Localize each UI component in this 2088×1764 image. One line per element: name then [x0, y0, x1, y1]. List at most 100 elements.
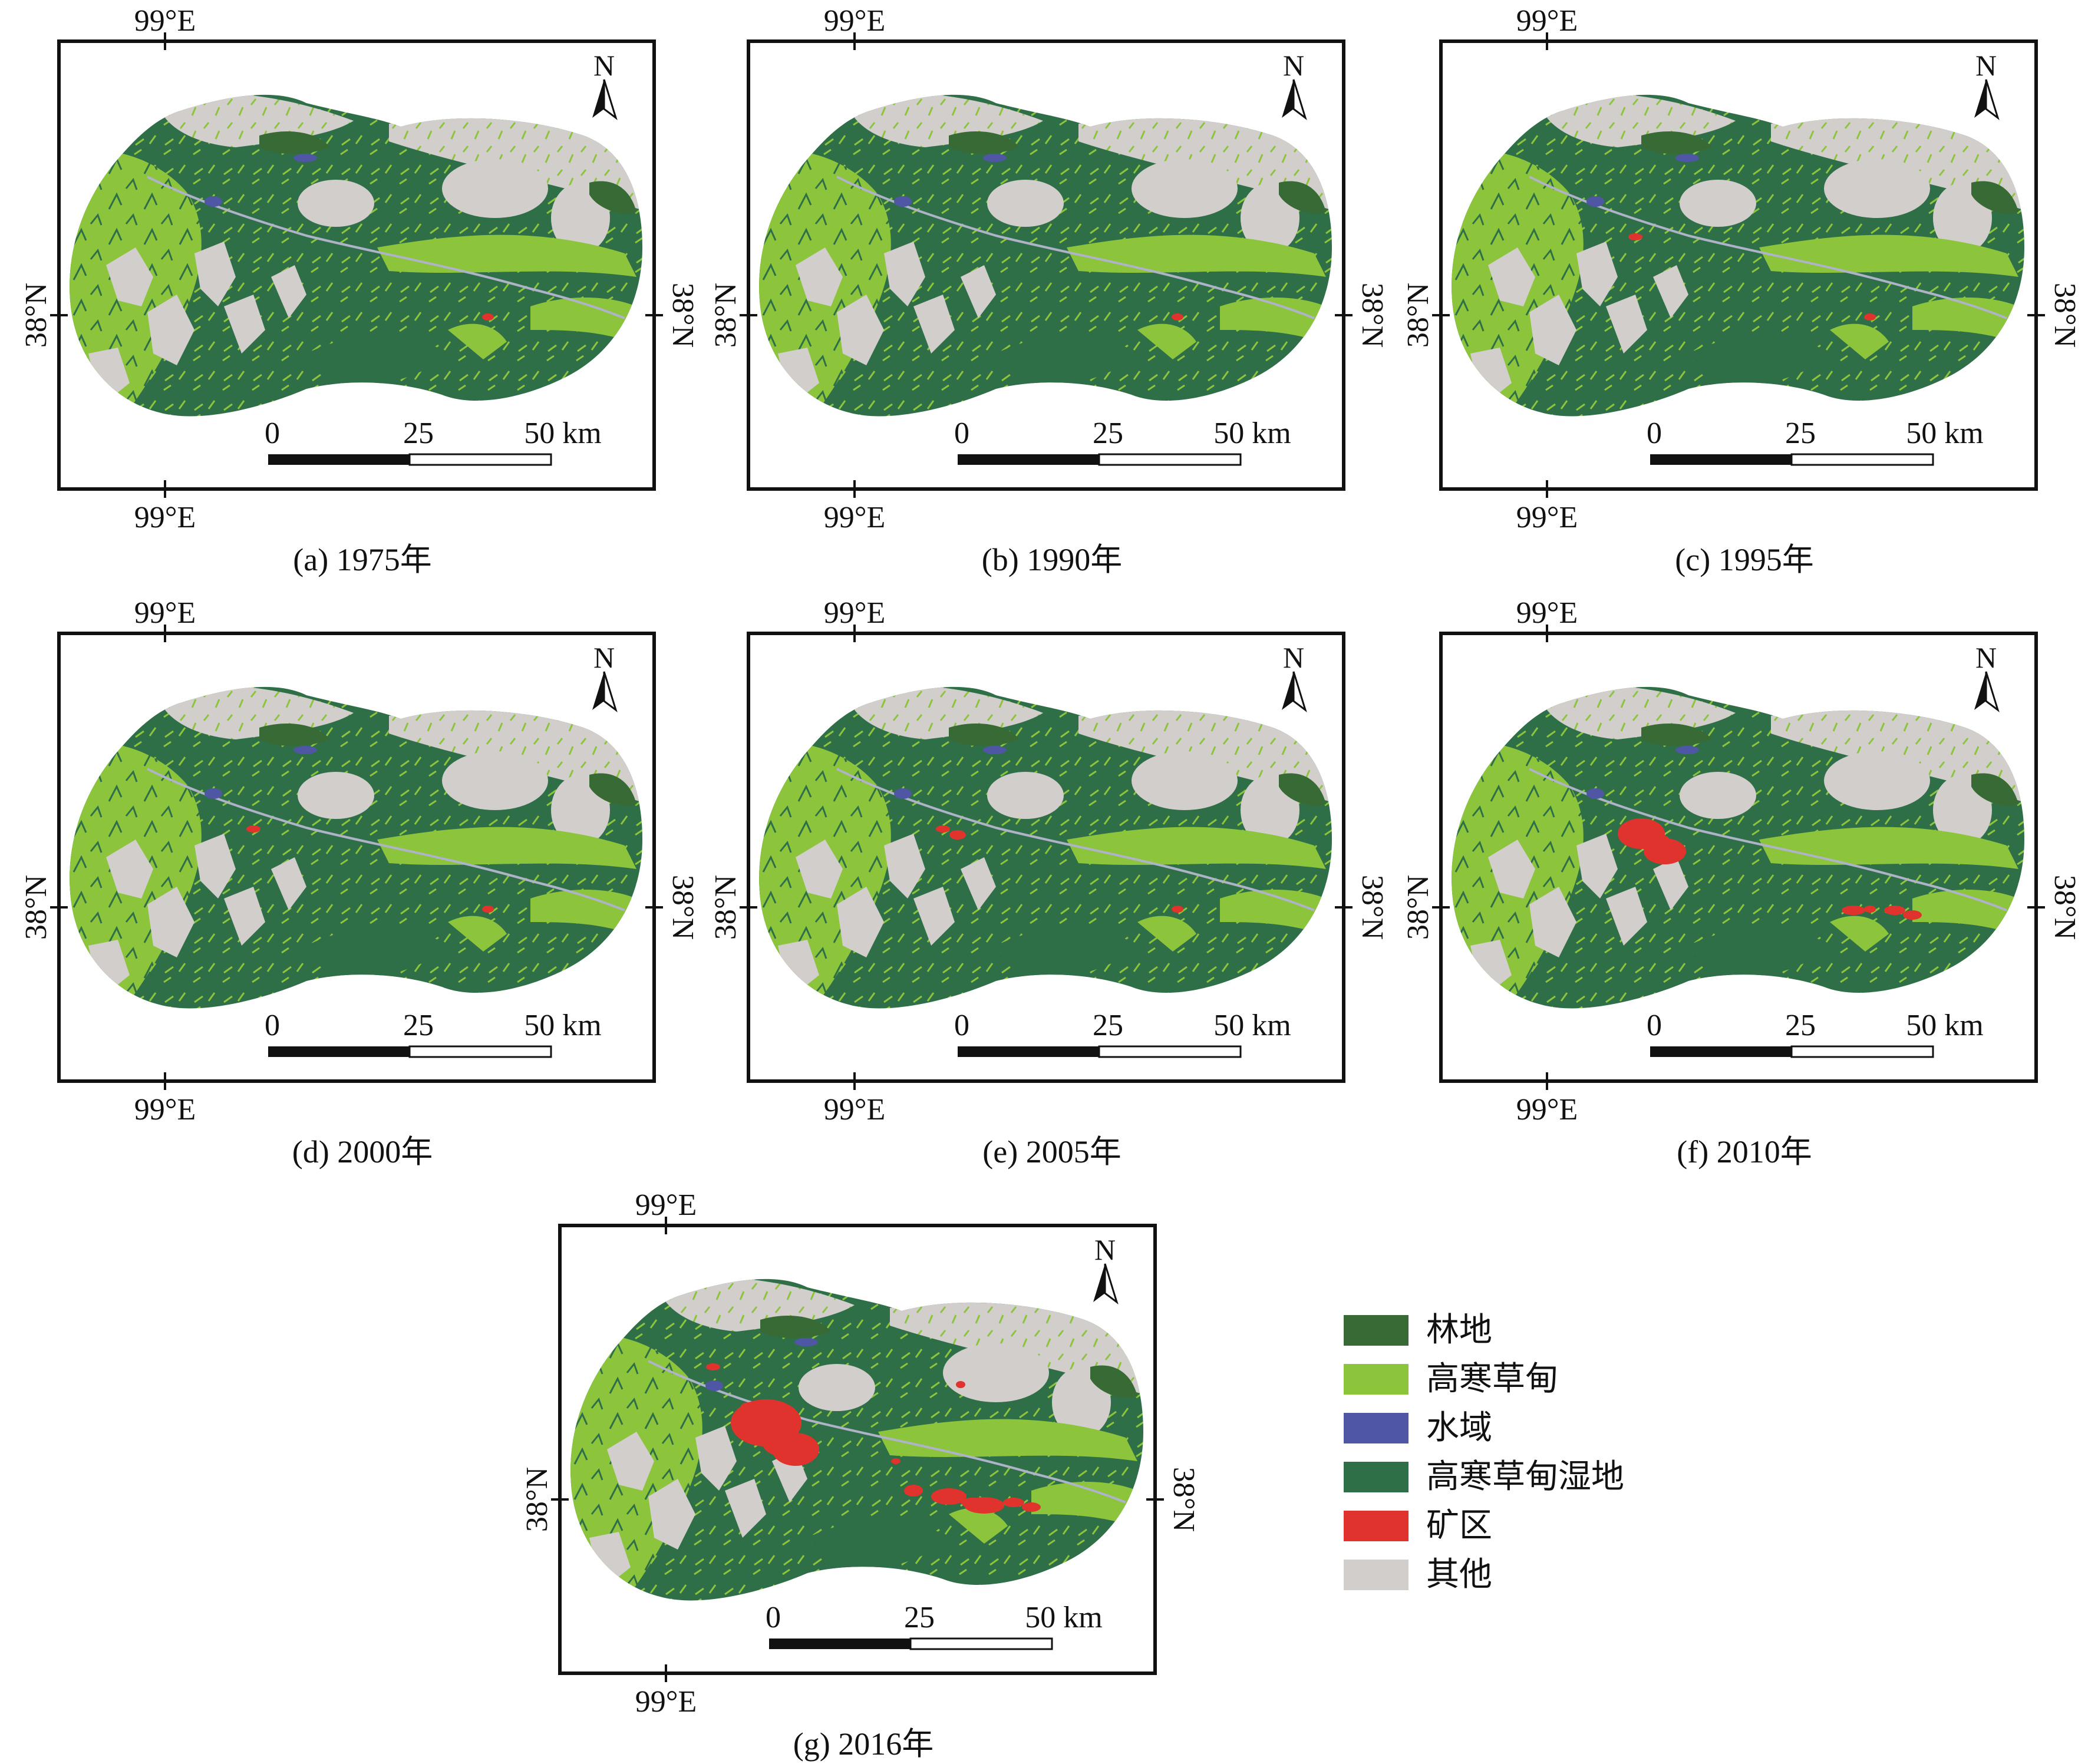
north-arrow-icon — [1282, 79, 1307, 120]
lat-label-left: 38°N — [709, 875, 743, 940]
scale-label-25: 25 — [1093, 1009, 1123, 1042]
lat-label-right: 38°N — [666, 875, 700, 940]
north-arrow-icon — [592, 671, 618, 712]
lon-label-top: 99°E — [134, 4, 196, 38]
lat-label-right: 38°N — [666, 283, 700, 348]
mining-area-patch — [949, 830, 966, 840]
north-arrow-icon — [1282, 671, 1307, 712]
scale-label-25: 25 — [403, 417, 434, 450]
scale-label-50: 50 km — [1906, 1009, 1983, 1042]
scale-bar — [268, 1045, 552, 1058]
mining-area-patch — [1644, 838, 1686, 864]
panel-caption: (b) 1990年 — [982, 542, 1122, 577]
mining-area-patch — [891, 1458, 900, 1464]
lon-label-bottom: 99°E — [134, 1093, 196, 1127]
north-arrow-icon — [1974, 671, 2000, 712]
lon-label-top: 99°E — [1516, 4, 1578, 38]
lon-label-top: 99°E — [134, 596, 196, 630]
north-label: N — [1283, 641, 1304, 674]
lon-label-top: 99°E — [1516, 596, 1578, 630]
legend-label: 林地 — [1426, 1311, 1492, 1349]
north-arrow-icon — [1974, 79, 2000, 120]
lon-label-bottom: 99°E — [134, 501, 196, 534]
lon-label-bottom: 99°E — [824, 501, 886, 534]
mining-area-patch — [482, 906, 494, 913]
legend-swatch — [1344, 1511, 1409, 1541]
mining-area-patches — [1618, 818, 1922, 920]
legend-swatch — [1344, 1462, 1409, 1492]
mining-area-patches — [706, 1363, 1041, 1514]
mining-area-patch — [904, 1485, 923, 1497]
legend-swatch — [1344, 1560, 1409, 1590]
scale-label-50: 50 km — [1025, 1601, 1102, 1634]
mining-area-patch — [1172, 313, 1183, 321]
mining-area-patch — [1003, 1498, 1024, 1507]
scale-bar — [1650, 1045, 1934, 1058]
scale-label-0: 0 — [766, 1601, 781, 1634]
scale-label-0: 0 — [265, 417, 280, 450]
panel-caption: (g) 2016年 — [793, 1726, 934, 1762]
north-arrow-icon — [592, 79, 618, 120]
mining-area-patch — [931, 1488, 967, 1505]
lon-label-top: 99°E — [824, 596, 886, 630]
map-panel: 99°E 99°E 38°N 38°N N 0 25 50 km (f) 2010年 — [1401, 596, 2082, 1170]
legend-label: 其他 — [1426, 1555, 1492, 1594]
mining-area-patches — [482, 313, 494, 321]
mining-area-patch — [772, 1433, 819, 1466]
lat-label-left: 38°N — [709, 283, 743, 348]
scale-label-50: 50 km — [524, 417, 601, 450]
lat-label-left: 38°N — [19, 283, 53, 348]
mining-area-patch — [1172, 906, 1183, 913]
mining-area-patch — [956, 1381, 965, 1388]
mining-area-patch — [1022, 1502, 1041, 1512]
legend-swatch — [1344, 1315, 1409, 1346]
mining-area-patch — [246, 825, 260, 833]
legend-label: 水域 — [1426, 1409, 1492, 1447]
map-panel: 99°E 99°E 38°N 38°N N 0 25 50 km (a) 1975年 — [19, 4, 700, 577]
scale-label-50: 50 km — [1906, 417, 1983, 450]
scale-label-0: 0 — [954, 1009, 969, 1042]
lat-label-left: 38°N — [520, 1467, 554, 1532]
lat-label-right: 38°N — [1355, 283, 1389, 348]
legend-label: 高寒草甸湿地 — [1426, 1458, 1624, 1496]
scale-label-0: 0 — [954, 417, 969, 450]
panel-caption: (e) 2005年 — [982, 1134, 1121, 1170]
panel-caption: (a) 1975年 — [293, 542, 431, 577]
mining-area-patches — [936, 825, 1183, 913]
mining-area-patches — [1628, 233, 1876, 321]
panel-caption: (c) 1995年 — [1675, 542, 1813, 577]
lon-label-top: 99°E — [635, 1188, 697, 1222]
scale-bar — [769, 1637, 1053, 1650]
scale-label-25: 25 — [1785, 1009, 1816, 1042]
lat-label-right: 38°N — [1167, 1467, 1200, 1532]
lat-label-left: 38°N — [1401, 283, 1435, 348]
legend-label: 高寒草甸 — [1426, 1360, 1558, 1398]
lat-label-left: 38°N — [1401, 875, 1435, 940]
mining-area-patch — [1864, 906, 1876, 913]
scale-label-25: 25 — [1093, 417, 1123, 450]
lat-label-right: 38°N — [2048, 875, 2082, 940]
scale-label-25: 25 — [1785, 417, 1816, 450]
lon-label-bottom: 99°E — [1516, 1093, 1578, 1127]
scale-label-25: 25 — [904, 1601, 935, 1634]
scale-label-50: 50 km — [1213, 417, 1291, 450]
scale-bar — [958, 1045, 1242, 1058]
mining-area-patch — [482, 313, 494, 321]
mining-area-patches — [1172, 313, 1183, 321]
map-panel: 99°E 99°E 38°N 38°N N 0 25 50 km (d) 2000年 — [19, 596, 700, 1170]
scale-label-0: 0 — [1647, 417, 1662, 450]
panel-caption: (f) 2010年 — [1677, 1134, 1812, 1170]
north-arrow-icon — [1093, 1263, 1119, 1304]
legend-swatch — [1344, 1364, 1409, 1395]
mining-area-patches — [246, 825, 494, 913]
scale-bar — [1650, 453, 1934, 466]
lon-label-top: 99°E — [824, 4, 886, 38]
mining-area-patch — [964, 1497, 1004, 1514]
scale-label-25: 25 — [403, 1009, 434, 1042]
scale-label-50: 50 km — [1213, 1009, 1291, 1042]
north-label: N — [593, 49, 615, 82]
lon-label-bottom: 99°E — [1516, 501, 1578, 534]
scale-label-50: 50 km — [524, 1009, 601, 1042]
north-label: N — [1975, 49, 1997, 82]
